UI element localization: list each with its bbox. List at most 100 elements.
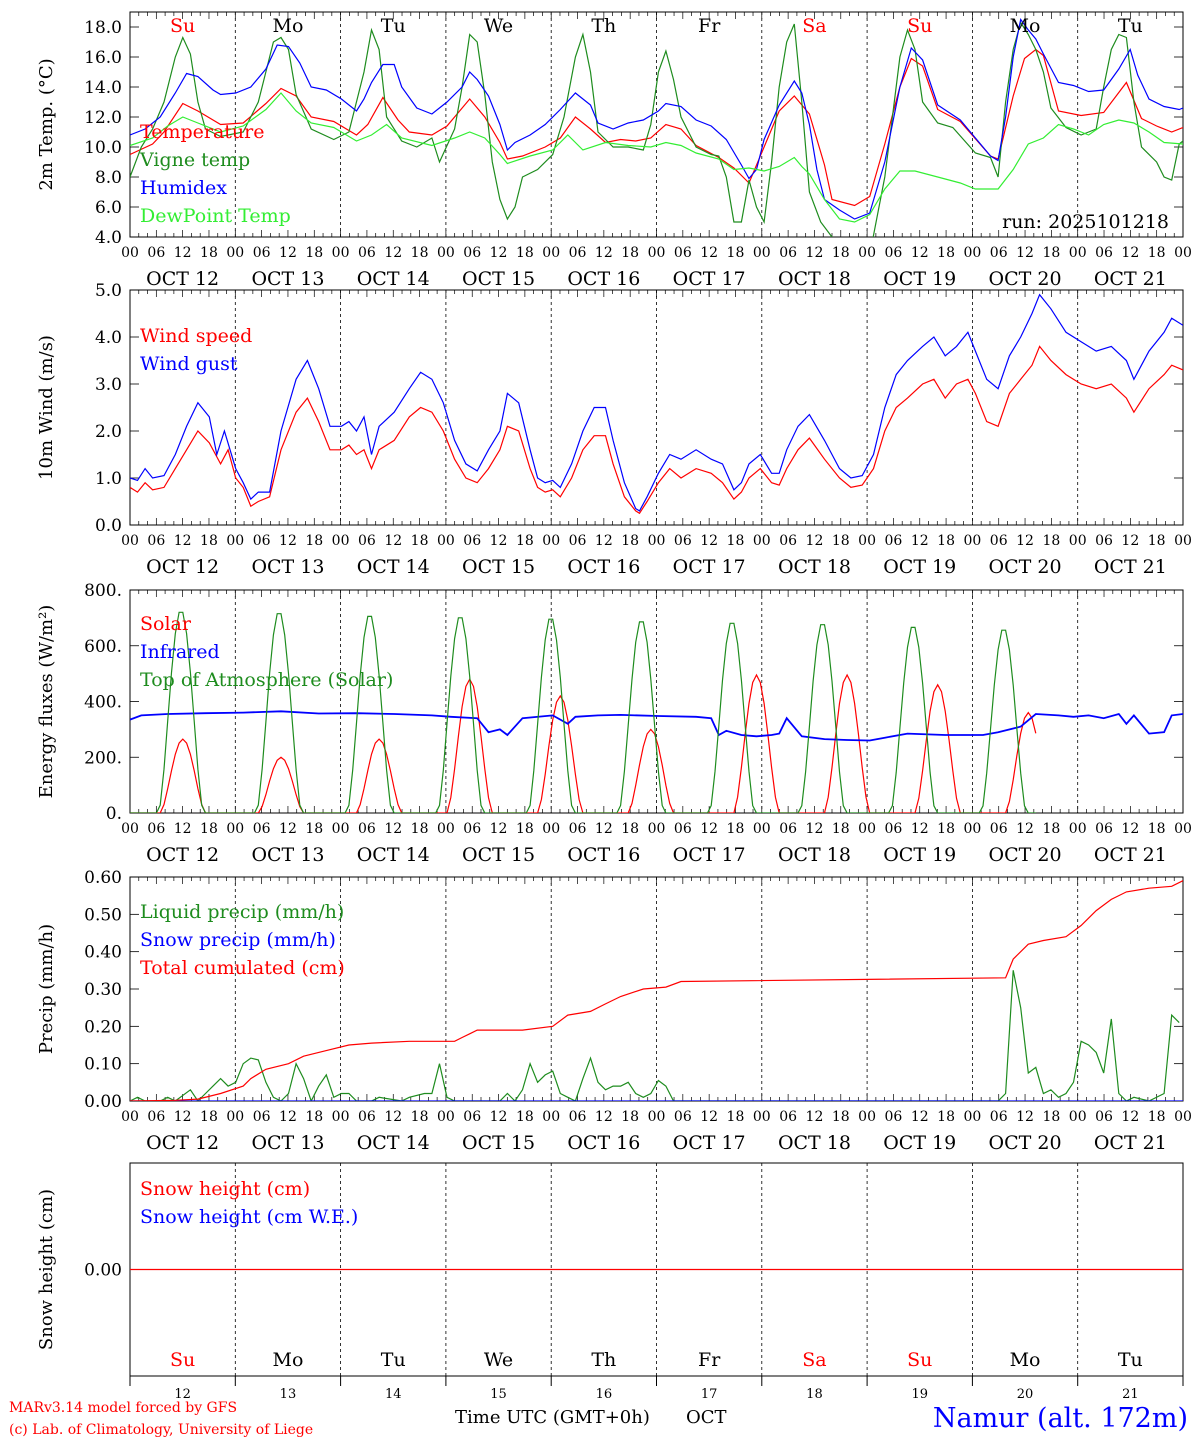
hour-label: 18	[1148, 245, 1166, 261]
hour-label: 00	[542, 533, 560, 549]
hour-label: 06	[674, 245, 692, 261]
hour-label: 06	[253, 533, 271, 549]
day-number-label: 12	[174, 1387, 191, 1402]
model-credit: MARv3.14 model forced by GFS	[9, 1400, 237, 1416]
hour-label: 06	[463, 533, 481, 549]
series-line	[130, 21, 1183, 237]
series-line	[130, 710, 1183, 742]
date-label: OCT 14	[357, 844, 430, 866]
day-number-label: 13	[280, 1387, 297, 1402]
date-label: OCT 14	[357, 268, 430, 290]
hour-label: 00	[226, 245, 244, 261]
legend-entry: DewPoint Temp	[140, 205, 291, 227]
hour-label: 18	[305, 1109, 323, 1125]
hour-label: 00	[858, 1109, 876, 1125]
date-label: OCT 17	[673, 556, 746, 578]
panel-frame	[129, 11, 1184, 238]
y-tick-label: 8.0	[95, 168, 122, 188]
weekday-label: Tu	[381, 15, 406, 37]
hour-label: 00	[963, 821, 981, 837]
y-tick-label: 0.50	[84, 905, 122, 925]
hour-label: 06	[569, 533, 587, 549]
hour-label: 00	[1069, 1109, 1087, 1125]
y-tick-label: 0.40	[84, 943, 122, 963]
hour-label: 18	[832, 245, 850, 261]
legend-entry: Vigne temp	[139, 149, 250, 171]
legend-entry: Solar	[140, 613, 192, 635]
hour-label: 18	[1042, 533, 1060, 549]
hour-label: 00	[226, 821, 244, 837]
date-label: OCT 15	[462, 556, 535, 578]
hour-label: 06	[990, 1109, 1008, 1125]
y-axis-label: 2m Temp. (°C)	[36, 58, 57, 190]
hour-label: 00	[858, 533, 876, 549]
hour-label: 06	[1095, 821, 1113, 837]
hour-label: 06	[253, 821, 271, 837]
weekday-label: Su	[907, 1349, 932, 1371]
hour-label: 06	[674, 1109, 692, 1125]
hour-label: 06	[885, 1109, 903, 1125]
date-label: OCT 18	[778, 844, 851, 866]
legend-entry: Snow height (cm W.E.)	[140, 1206, 358, 1228]
hour-label: 18	[411, 245, 429, 261]
y-tick-label: 6.0	[95, 198, 122, 218]
hour-label: 18	[621, 245, 639, 261]
hour-label: 00	[542, 245, 560, 261]
hour-label: 18	[832, 533, 850, 549]
hour-label: 06	[358, 821, 376, 837]
hour-label: 12	[911, 533, 929, 549]
hour-label: 00	[1174, 245, 1192, 261]
y-tick-label: 5.0	[95, 281, 122, 301]
hour-label: 06	[1095, 1109, 1113, 1125]
hour-label: 00	[648, 1109, 666, 1125]
day-number-label: 16	[596, 1387, 613, 1402]
hour-label: 00	[542, 1109, 560, 1125]
hour-label: 00	[648, 245, 666, 261]
series-line	[130, 611, 1036, 813]
hour-label: 18	[621, 821, 639, 837]
hour-label: 12	[490, 1109, 508, 1125]
y-tick-label: 18.0	[84, 18, 122, 38]
hour-label: 12	[1121, 1109, 1139, 1125]
date-label: OCT 19	[883, 1132, 956, 1154]
day-number-label: 14	[385, 1387, 402, 1402]
series-line	[130, 970, 1180, 1101]
hour-label: 00	[121, 245, 139, 261]
hour-label: 12	[174, 533, 192, 549]
hour-label: 06	[990, 821, 1008, 837]
hour-label: 18	[937, 533, 955, 549]
date-label: OCT 20	[989, 844, 1062, 866]
month-label: OCT	[686, 1407, 727, 1428]
date-label: OCT 18	[778, 1132, 851, 1154]
hour-label: 06	[779, 533, 797, 549]
hour-label: 12	[806, 1109, 824, 1125]
panel-energy: 0. 200. 400. 600. 800. Energy fluxes (W/m²) So…	[36, 581, 1192, 866]
panel-snow: 0.00 Snow height (cm) Snow height (cm) Snow…	[36, 1162, 1184, 1402]
weekday-label: Sa	[802, 15, 826, 37]
panel-precip: 0.00 0.10 0.20 0.30 0.40 0.50 0.60 Precip (mm/h…	[36, 868, 1192, 1154]
y-tick-label: 0.0	[95, 516, 122, 536]
weekday-label: Su	[170, 1349, 195, 1371]
hour-label: 12	[700, 533, 718, 549]
weekday-label: Sa	[802, 1349, 826, 1371]
series-line	[130, 880, 1183, 1101]
legend-entry: Total cumulated (cm)	[140, 957, 345, 979]
hour-label: 12	[1016, 1109, 1034, 1125]
legend-entry: Snow height (cm)	[140, 1178, 310, 1200]
y-tick-label: 0.00	[84, 1092, 122, 1112]
date-label: OCT 16	[567, 1132, 640, 1154]
y-tick-label: 3.0	[95, 375, 122, 395]
hour-label: 06	[885, 245, 903, 261]
hour-label: 00	[121, 1109, 139, 1125]
series-line	[130, 48, 1183, 207]
hour-label: 12	[490, 533, 508, 549]
weekday-label: Mo	[1010, 1349, 1041, 1371]
day-number-label: 20	[1017, 1387, 1034, 1402]
hour-label: 18	[516, 533, 534, 549]
hour-label: 00	[1069, 821, 1087, 837]
hour-label: 00	[226, 1109, 244, 1125]
hour-label: 12	[700, 821, 718, 837]
weekday-label: Tu	[1118, 1349, 1143, 1371]
hour-label: 12	[384, 1109, 402, 1125]
weekday-label: Tu	[1118, 15, 1143, 37]
